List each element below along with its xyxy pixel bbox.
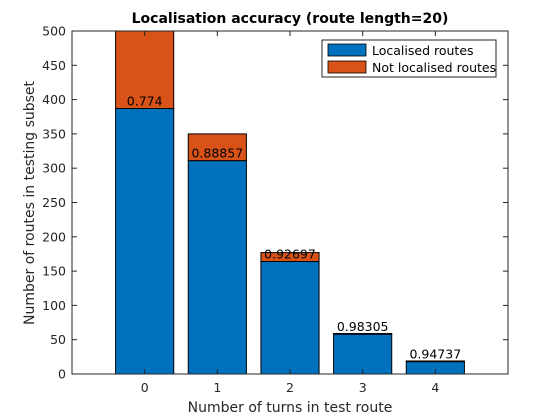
- bars-group: [115, 30, 465, 375]
- legend-label-not-localised: Not localised routes: [372, 60, 496, 75]
- x-tick-label-1: 1: [213, 380, 221, 395]
- y-tick-label-200: 200: [42, 229, 66, 244]
- data-labels-group: 0.774 0.88857 0.92697 0.98305 0.94737: [127, 94, 461, 362]
- y-tick-label-150: 150: [42, 264, 66, 279]
- x-axis-label: Number of turns in test route: [188, 400, 393, 416]
- legend-swatch-not-localised: [327, 60, 367, 74]
- x-tick-label-3: 3: [359, 380, 367, 395]
- data-label-0: 0.774: [127, 94, 163, 109]
- data-label-3: 0.98305: [337, 319, 389, 334]
- legend: Localised routes Not localised routes: [321, 39, 497, 78]
- y-tick-label-450: 450: [42, 58, 66, 73]
- x-axis-ticks: 0 1 2 3 4: [141, 31, 439, 395]
- y-tick-label-300: 300: [42, 161, 66, 176]
- bar-localised-1: [187, 160, 247, 375]
- bar-localised-0: [115, 108, 175, 375]
- data-label-2: 0.92697: [264, 246, 316, 261]
- bar-not-localised-1: [187, 133, 247, 162]
- y-tick-label-50: 50: [50, 332, 66, 347]
- y-tick-label-0: 0: [58, 367, 66, 382]
- y-tick-label-350: 350: [42, 126, 66, 141]
- bar-not-localised-3: [333, 333, 393, 335]
- bar-not-localised-0: [115, 30, 175, 110]
- legend-swatch-localised: [327, 43, 367, 57]
- bar-not-localised-4: [405, 360, 465, 363]
- y-axis-ticks: 0 50 100 150 200 250 300 350 400 450 500: [42, 24, 508, 382]
- data-label-4: 0.94737: [409, 347, 461, 362]
- bar-not-localised-2: [260, 252, 320, 262]
- legend-label-localised: Localised routes: [372, 43, 474, 58]
- bar-localised-3: [333, 333, 393, 375]
- x-tick-label-2: 2: [286, 380, 294, 395]
- x-tick-label-0: 0: [141, 380, 149, 395]
- y-tick-label-250: 250: [42, 195, 66, 210]
- data-label-1: 0.88857: [191, 146, 243, 161]
- x-tick-label-4: 4: [431, 380, 439, 395]
- y-tick-label-500: 500: [42, 24, 66, 39]
- bar-localised-2: [260, 260, 320, 375]
- chart-title: Localisation accuracy (route length=20): [132, 11, 449, 27]
- y-tick-label-100: 100: [42, 298, 66, 313]
- y-tick-label-400: 400: [42, 92, 66, 107]
- y-axis-label: Number of routes in testing subset: [22, 80, 38, 325]
